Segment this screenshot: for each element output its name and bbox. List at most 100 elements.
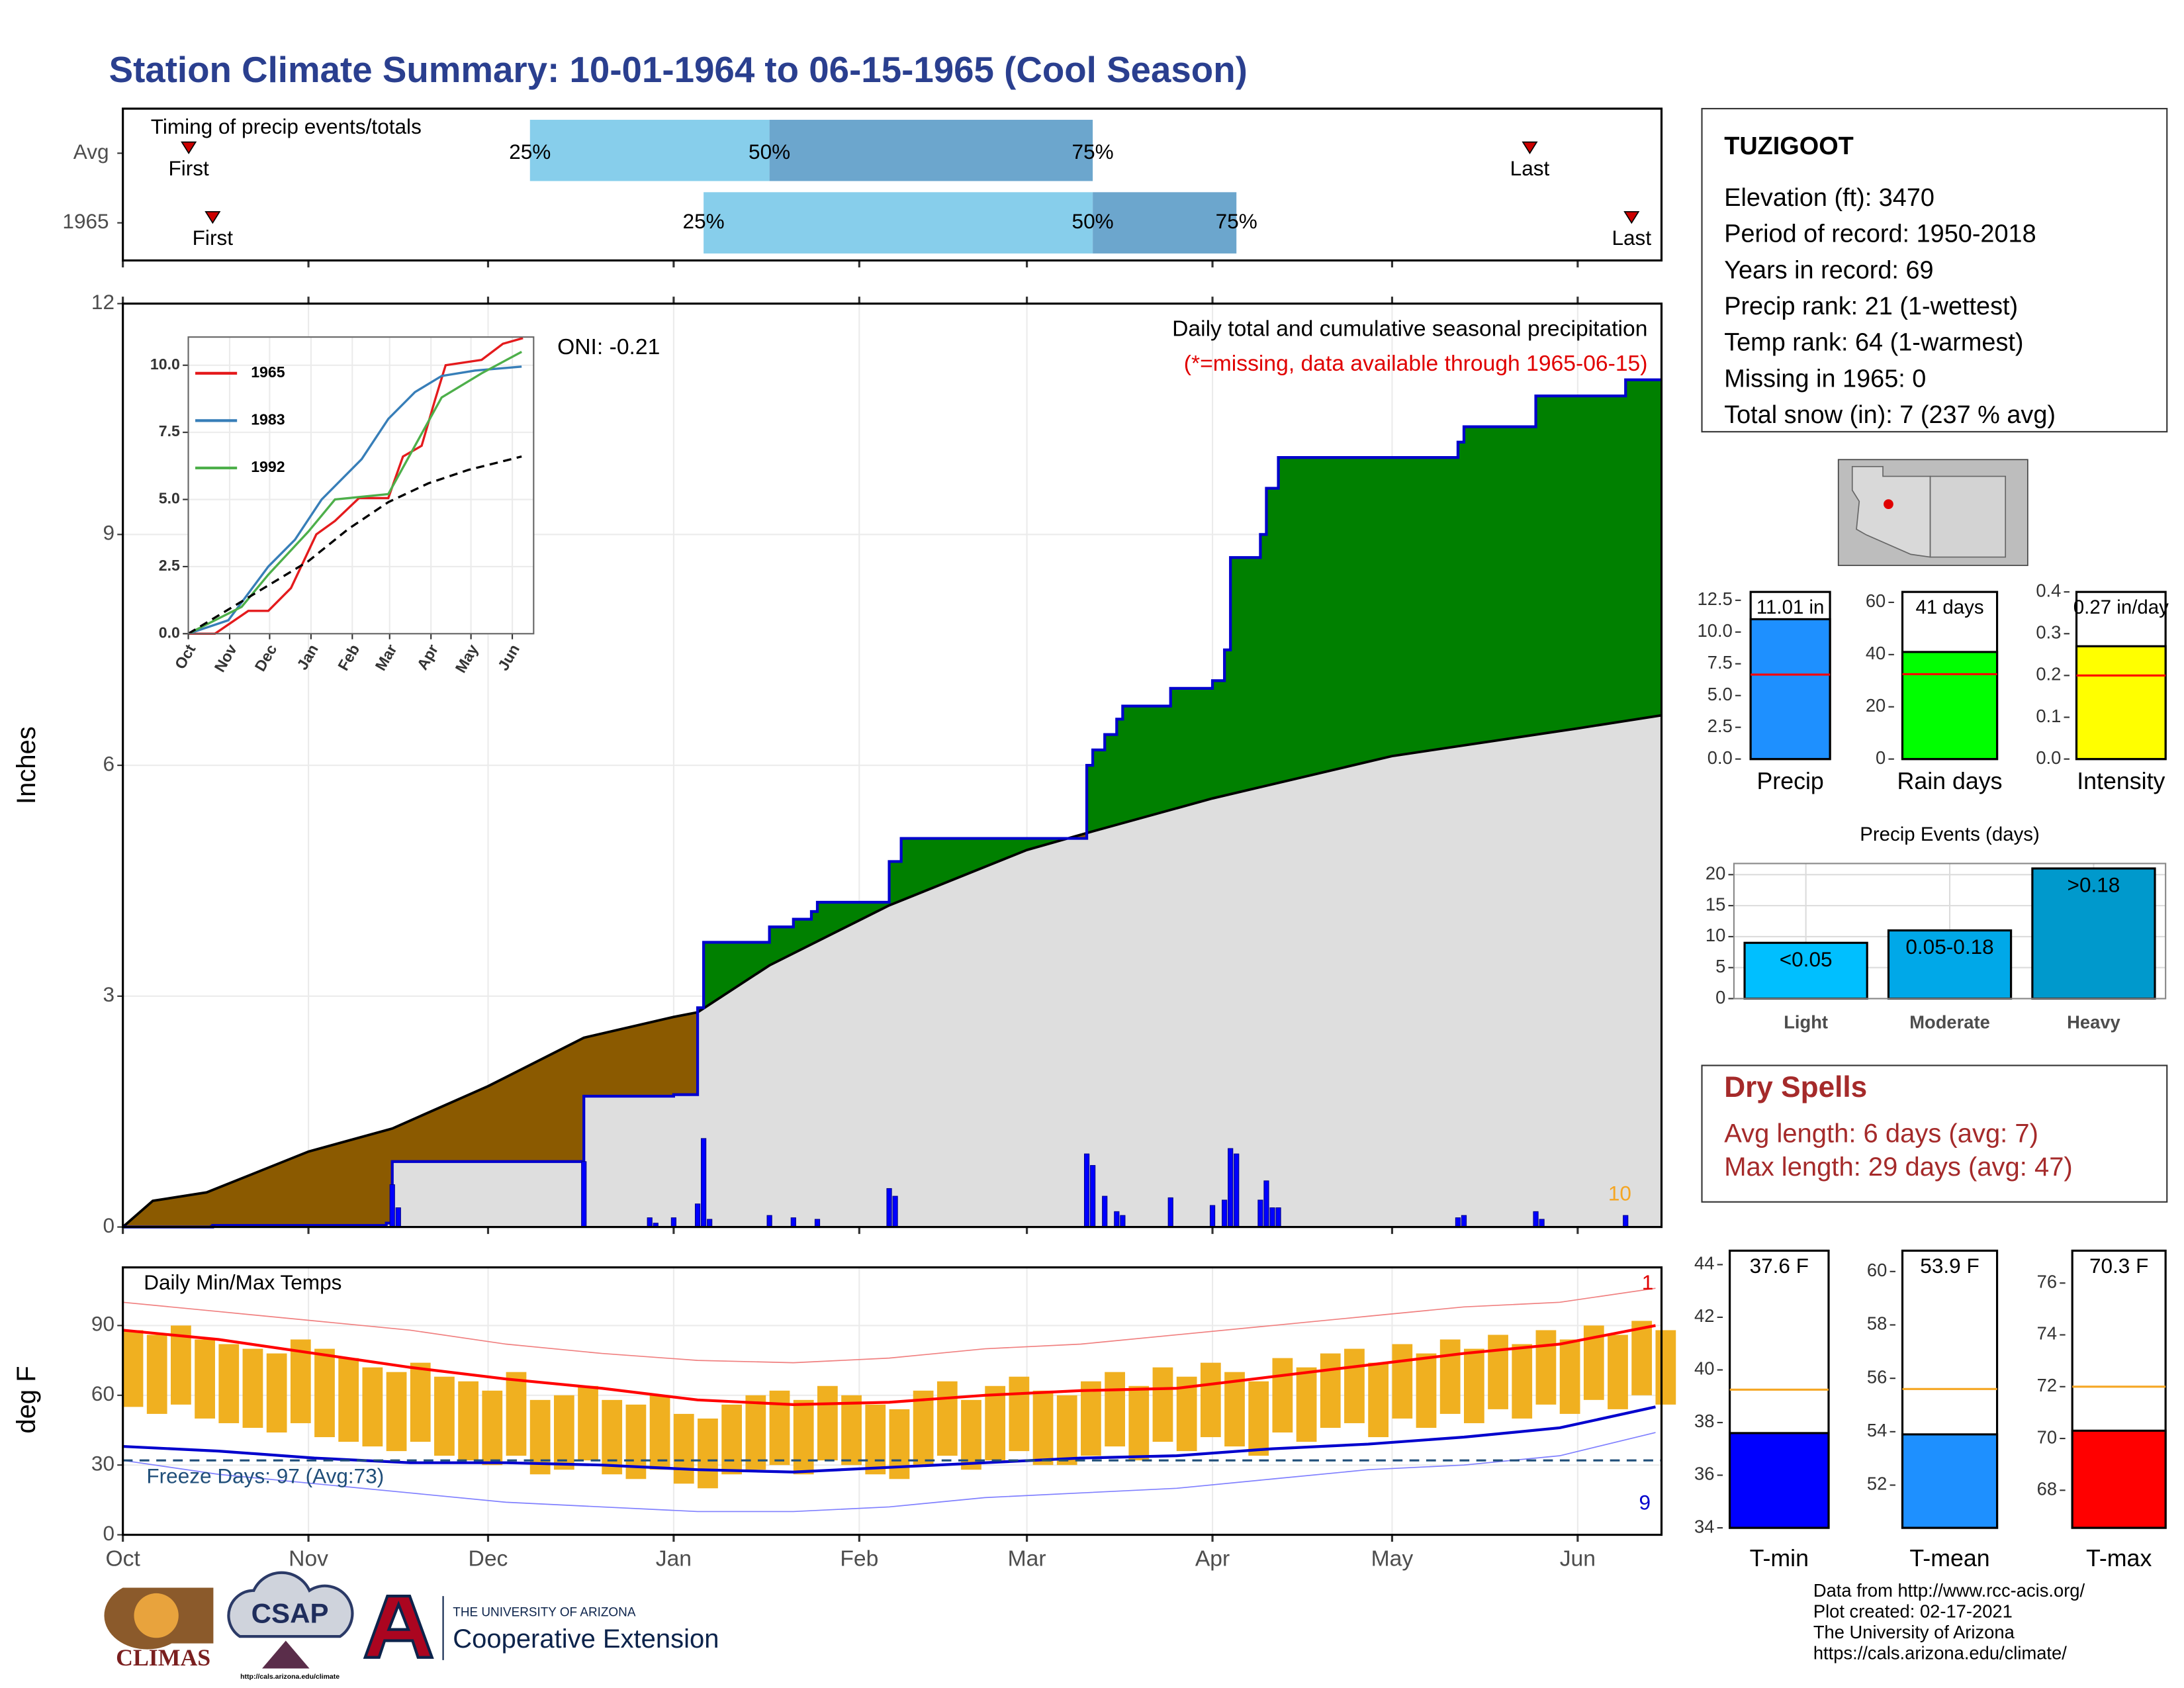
temp-range-bar xyxy=(698,1418,718,1489)
temp-range-bar xyxy=(1392,1344,1413,1419)
temp-range-bar xyxy=(386,1372,407,1452)
daily-bar xyxy=(1539,1219,1545,1228)
temp-range-bar xyxy=(913,1390,934,1466)
temp-range-bar xyxy=(1248,1381,1269,1456)
y-tick-label: 0.1 xyxy=(2036,706,2061,726)
y-tick-label: 68 xyxy=(2037,1479,2057,1499)
y-tick-label: 60 xyxy=(1866,590,1886,611)
locator-map xyxy=(1837,459,2028,567)
temp-range-bar xyxy=(1416,1353,1437,1428)
series-line xyxy=(187,350,522,635)
dry-spells-line: Avg length: 6 days (avg: 7) xyxy=(1724,1119,2038,1148)
y-tick-label: 70 xyxy=(2037,1427,2057,1447)
temp-range-bar xyxy=(936,1381,958,1456)
daily-bar xyxy=(1120,1215,1126,1228)
category-label: Rain days xyxy=(1897,768,2003,794)
daily-bar xyxy=(670,1217,676,1228)
event-label: First xyxy=(168,156,209,180)
temp-range-bar xyxy=(961,1399,981,1470)
event-marker xyxy=(1522,141,1538,155)
y-tick-label: 20 xyxy=(1866,695,1886,716)
y-tick-label: 10.0 xyxy=(1698,620,1733,641)
temp-range-bar xyxy=(721,1404,743,1475)
value-label: 41 days xyxy=(1915,596,1983,618)
y-axis-label: Inches xyxy=(12,726,41,804)
temp-range-bar xyxy=(841,1395,862,1466)
ua-logo: THE UNIVERSITY OF ARIZONA Cooperative Ex… xyxy=(363,1595,719,1660)
y-tick-label: 12.5 xyxy=(1698,588,1733,609)
daily-bar xyxy=(1167,1197,1173,1228)
y-tick-label: 58 xyxy=(1867,1313,1887,1334)
temp-range-bar xyxy=(1081,1381,1101,1456)
temp-range-bar xyxy=(122,1330,144,1407)
footer-line: Data from http://www.rcc-acis.org/ xyxy=(1813,1580,2085,1601)
y-tick-label: 60 xyxy=(91,1382,114,1405)
x-tick-label: Apr xyxy=(1195,1546,1230,1571)
temp-range-bar xyxy=(1655,1330,1676,1405)
y-tick-label: 90 xyxy=(91,1312,114,1336)
daily-bar xyxy=(1257,1199,1263,1228)
event-marker xyxy=(205,211,221,224)
temp-range-bar xyxy=(362,1367,383,1447)
temp-range-bar xyxy=(1296,1367,1317,1442)
station-line: Years in record: 69 xyxy=(1724,256,1933,284)
temp-range-bar xyxy=(1368,1362,1389,1438)
temp-range-bar xyxy=(1224,1372,1245,1447)
footer-line: The University of Arizona xyxy=(1813,1622,2015,1642)
y-tick-label: 0.0 xyxy=(159,624,180,641)
bar xyxy=(1749,618,1831,761)
y-tick-label: 38 xyxy=(1694,1411,1714,1431)
temp-range-bar xyxy=(529,1399,551,1475)
y-tick-label: 20 xyxy=(1706,863,1725,884)
temp-range-bar xyxy=(410,1362,431,1442)
daily-bar xyxy=(892,1196,898,1228)
y-tick-label: 3 xyxy=(103,982,114,1006)
csap-logo: CSAP http://cals.arizona.edu/climate xyxy=(227,1571,354,1681)
y-tick-label: 0.0 xyxy=(2036,747,2061,768)
y-tick-label: 5.0 xyxy=(159,490,180,507)
x-tick-label: Mar xyxy=(1008,1546,1046,1571)
quartile-bar xyxy=(529,119,770,181)
bar xyxy=(1887,929,2013,1000)
y-tick-label: 7.5 xyxy=(1707,652,1733,673)
daily-bar xyxy=(389,1184,395,1228)
temp-range-bar xyxy=(1439,1339,1461,1414)
station-line: Precip rank: 21 (1-wettest) xyxy=(1724,293,2018,320)
station-line: Missing in 1965: 0 xyxy=(1724,365,1926,393)
bar xyxy=(2071,1429,2167,1529)
temp-range-bar xyxy=(1631,1321,1653,1395)
footer-line: Plot created: 02-17-2021 xyxy=(1813,1601,2013,1622)
temp-range-bar xyxy=(793,1399,814,1475)
quartile-label: 75% xyxy=(1072,140,1114,164)
daily-bar xyxy=(1222,1199,1228,1228)
y-tick-label: 54 xyxy=(1867,1420,1887,1440)
y-axis-label: deg F xyxy=(12,1366,41,1433)
series-line xyxy=(188,337,523,635)
bar xyxy=(1729,1432,1830,1529)
temp-line xyxy=(122,1324,1656,1406)
csap-cloud xyxy=(227,1571,354,1638)
plot-frame xyxy=(122,303,1663,1229)
x-tick-label: Jan xyxy=(656,1546,692,1571)
value-label: 70.3 F xyxy=(2089,1254,2148,1278)
y-tick-label: 60 xyxy=(1867,1260,1887,1280)
bar xyxy=(2075,645,2167,761)
value-label: 53.9 F xyxy=(1920,1254,1979,1278)
ua-extension: Cooperative Extension xyxy=(453,1624,719,1654)
station-line: Period of record: 1950-2018 xyxy=(1724,220,2036,248)
x-tick-label: Dec xyxy=(469,1546,508,1571)
y-tick-label: 9 xyxy=(103,521,114,545)
event-marker xyxy=(181,141,197,155)
chart-title: Daily Min/Max Temps xyxy=(144,1270,341,1294)
temp-range-bar xyxy=(1272,1358,1293,1433)
daily-bar xyxy=(1209,1205,1216,1228)
y-tick-label: 7.5 xyxy=(159,422,180,440)
quartile-bar xyxy=(704,192,1093,254)
category-label: T-max xyxy=(2086,1545,2152,1571)
x-tick-label: Feb xyxy=(840,1546,878,1571)
quartile-label: 75% xyxy=(1216,209,1257,233)
category-label: Moderate xyxy=(1909,1012,1990,1033)
temp-range-bar xyxy=(1535,1330,1557,1405)
temp-range-bar xyxy=(266,1353,287,1433)
daily-bar xyxy=(1275,1207,1281,1228)
